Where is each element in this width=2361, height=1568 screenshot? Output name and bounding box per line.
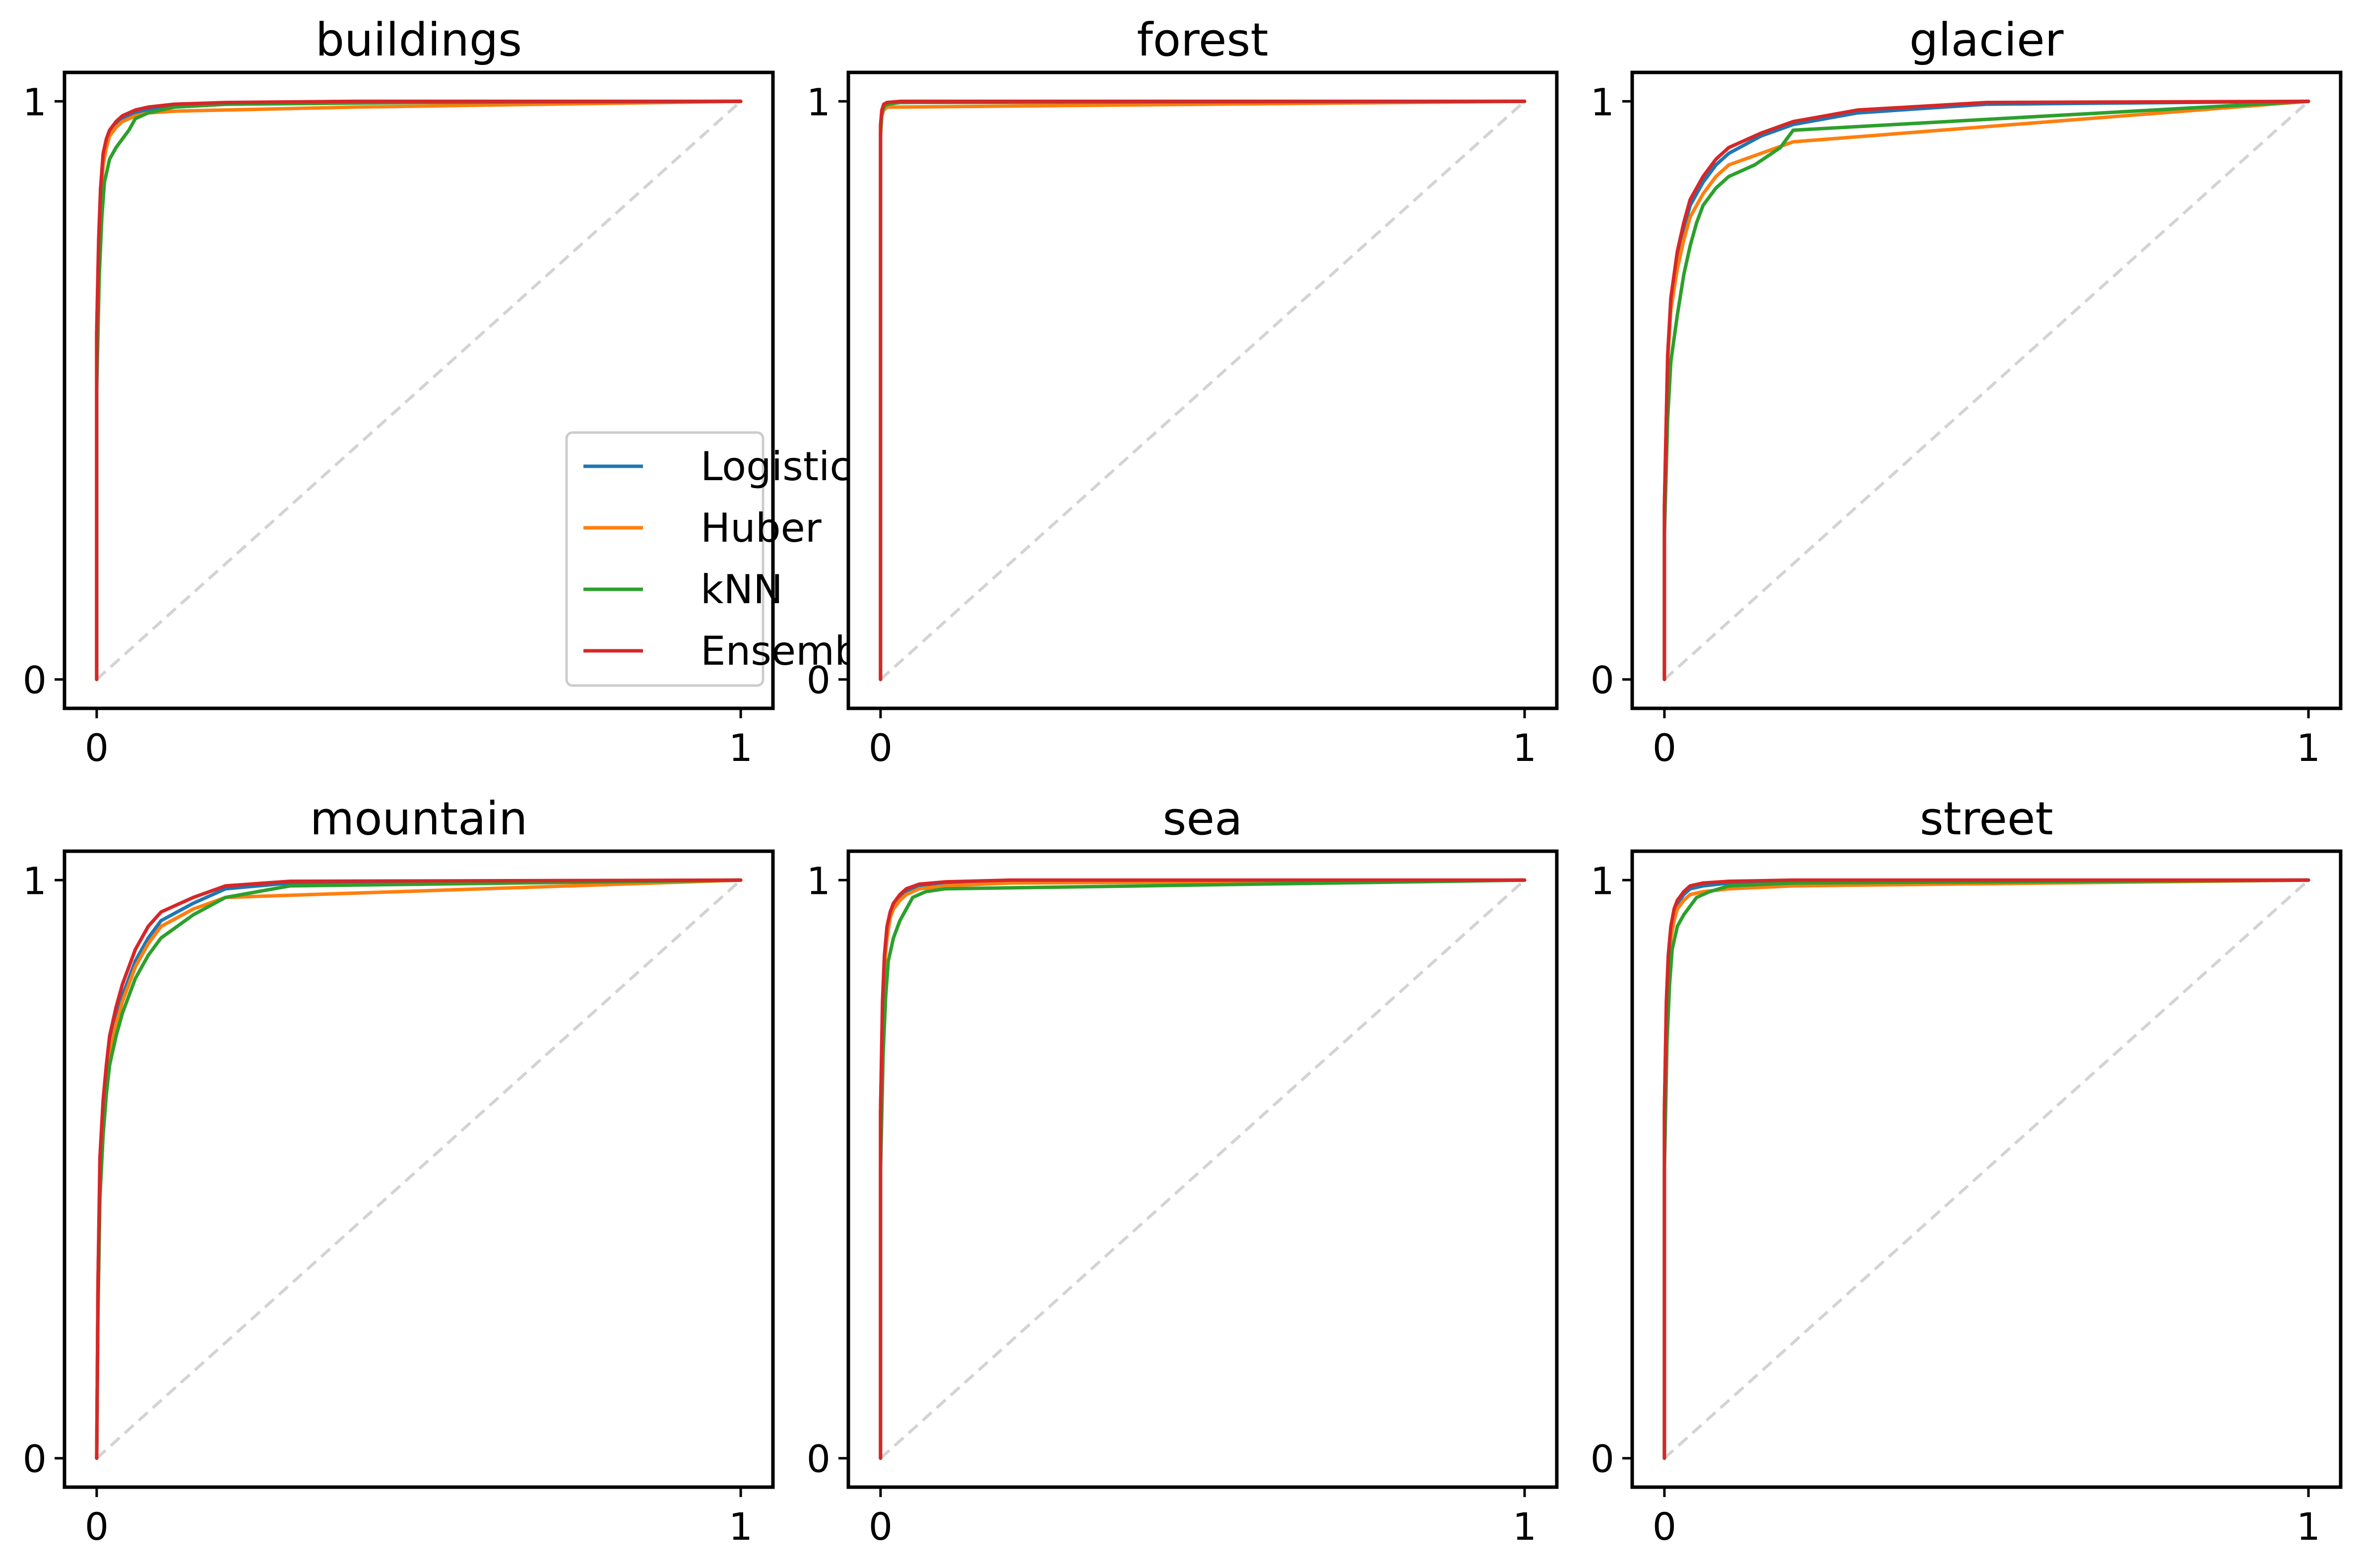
chance-diagonal (879, 879, 1526, 1459)
y-tick-label: 1 (807, 859, 830, 903)
legend-label-logistic: Logistic (701, 443, 851, 490)
panel-forest: 0 1 0 1 forest (807, 13, 1559, 770)
panel-title: sea (1163, 792, 1243, 845)
panel-title: mountain (310, 792, 528, 845)
axes-frame (1630, 849, 2343, 1489)
series-line-knn (95, 99, 743, 682)
panel-title: forest (1137, 13, 1268, 66)
series-line-knn (1662, 99, 2310, 682)
panel-title: glacier (1910, 13, 2064, 66)
chance-diagonal (879, 100, 1526, 681)
x-tick-label: 0 (869, 1505, 893, 1549)
series-line-ensemble (95, 99, 743, 682)
x-tick-label: 0 (1653, 726, 1676, 770)
y-tick-label: 0 (1591, 658, 1614, 702)
panel-sea: 0 1 0 1 sea (807, 792, 1559, 1549)
axes-frame (63, 849, 775, 1489)
x-tick-label: 0 (869, 726, 893, 770)
y-tick-label: 0 (807, 658, 830, 702)
panel-glacier: 0 1 0 1 glacier (1591, 13, 2343, 770)
series-line-ensemble (879, 99, 1527, 682)
axes-frame (63, 70, 775, 710)
x-tick-label: 1 (729, 726, 753, 770)
x-tick-label: 0 (1653, 1505, 1676, 1549)
series-line-ensemble (95, 878, 743, 1460)
x-tick-label: 0 (85, 1505, 109, 1549)
chance-diagonal (95, 100, 742, 681)
x-tick-label: 0 (85, 726, 109, 770)
y-tick-label: 0 (23, 658, 47, 702)
y-tick-label: 1 (1591, 859, 1614, 903)
series-line-ensemble (879, 878, 1527, 1460)
axes-frame (846, 70, 1559, 710)
y-tick-label: 0 (807, 1437, 830, 1481)
x-tick-label: 1 (1513, 1505, 1536, 1549)
chance-diagonal (95, 879, 742, 1459)
y-tick-label: 1 (23, 80, 47, 124)
panel-title: street (1919, 792, 2053, 845)
panel-street: 0 1 0 1 street (1591, 792, 2343, 1549)
chance-diagonal (1663, 879, 2310, 1459)
legend-box (565, 431, 765, 687)
y-tick-label: 1 (807, 80, 830, 124)
y-tick-label: 1 (1591, 80, 1614, 124)
panel-title: buildings (316, 13, 522, 66)
y-tick-label: 0 (23, 1437, 47, 1481)
series-line-ensemble (1662, 878, 2310, 1460)
axes-frame (1630, 70, 2343, 710)
x-tick-label: 1 (2297, 726, 2320, 770)
x-tick-label: 1 (1513, 726, 1536, 770)
x-tick-label: 1 (729, 1505, 753, 1549)
x-tick-label: 1 (2297, 1505, 2320, 1549)
panel-mountain: 0 1 0 1 mountain (23, 792, 775, 1549)
legend-label-knn: kNN (701, 566, 783, 613)
axes-frame (846, 849, 1559, 1489)
chance-diagonal (1663, 100, 2310, 681)
y-tick-label: 0 (1591, 1437, 1614, 1481)
series-line-ensemble (1662, 99, 2310, 682)
legend-label-huber: Huber (701, 505, 822, 551)
y-tick-label: 1 (23, 859, 47, 903)
